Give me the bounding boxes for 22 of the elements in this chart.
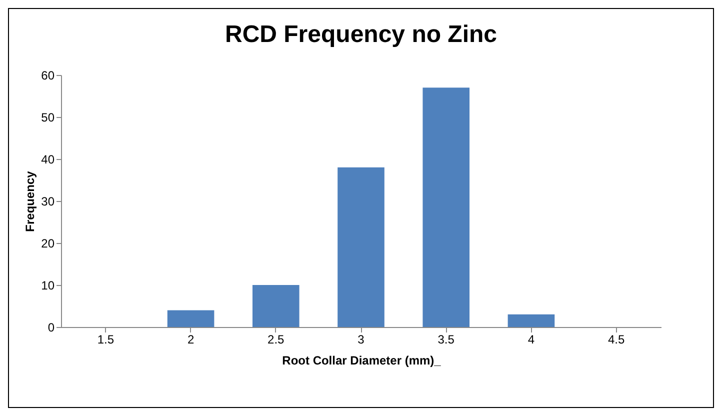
y-tick-label: 40 — [41, 152, 55, 166]
x-tick-label: 4.5 — [608, 332, 625, 346]
x-tick-label: 4 — [528, 332, 535, 346]
x-tick-label: 3 — [358, 332, 365, 346]
x-tick-label: 3.5 — [438, 332, 455, 346]
bar — [422, 88, 470, 327]
x-axis-title: Root Collar Diameter (mm)_ — [282, 354, 442, 368]
y-axis-title: Frequency — [23, 170, 38, 232]
bar — [252, 285, 300, 327]
bar — [338, 167, 384, 327]
bar — [167, 310, 214, 327]
y-tick-label: 30 — [41, 194, 55, 208]
x-tick-label: 2 — [187, 332, 194, 346]
x-tick-label: 1.5 — [97, 332, 114, 346]
y-tick-label: 60 — [41, 68, 55, 82]
y-tick-label: 20 — [41, 236, 55, 250]
y-tick-label: 0 — [48, 320, 55, 334]
x-tick-label: 2.5 — [268, 332, 285, 346]
y-tick-label: 50 — [41, 110, 55, 124]
bar — [508, 314, 555, 327]
chart-title: RCD Frequency no Zinc — [224, 21, 498, 48]
y-tick-label: 10 — [41, 278, 55, 292]
